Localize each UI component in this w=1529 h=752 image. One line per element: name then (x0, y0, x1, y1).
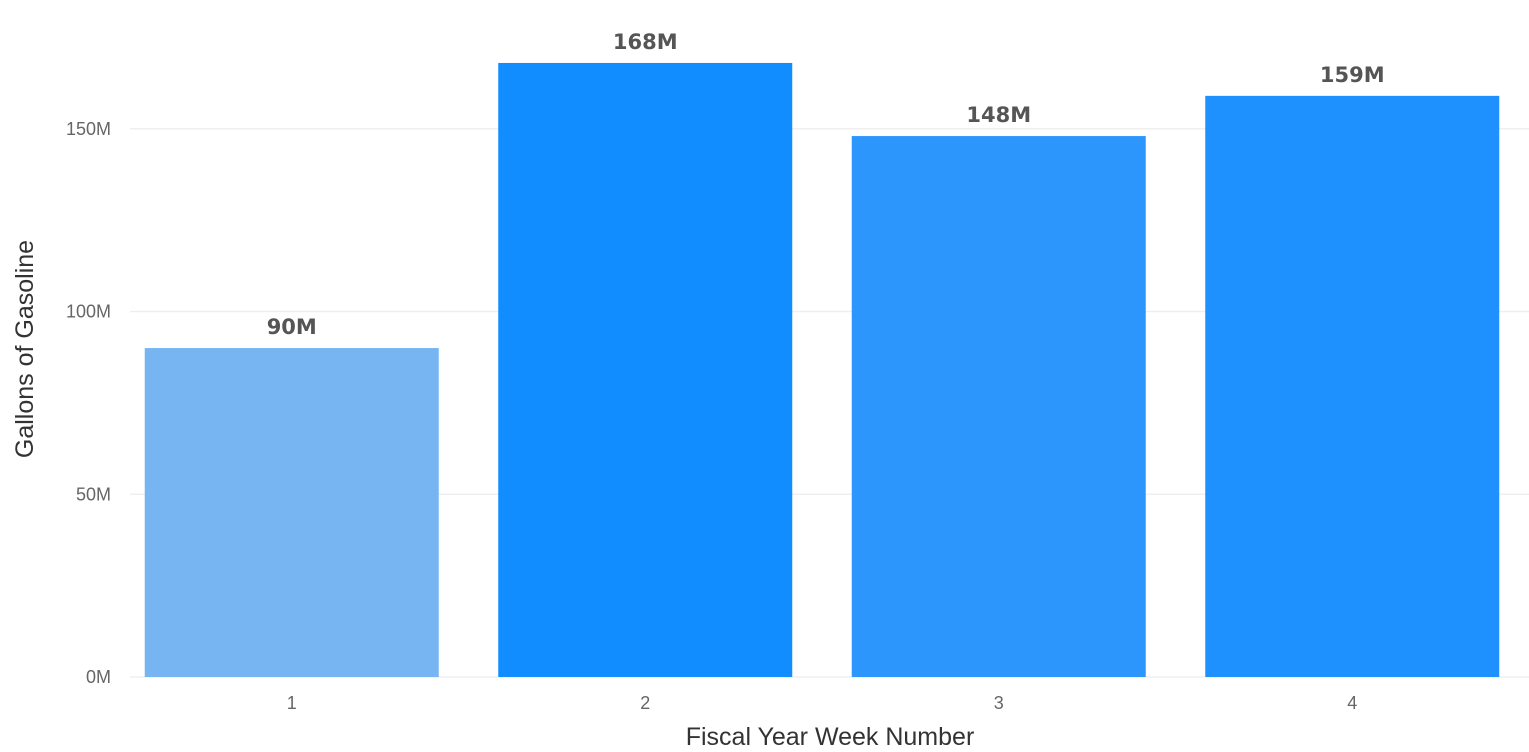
bar-week-4[interactable] (1205, 95, 1500, 678)
y-tick-label: 0M (86, 667, 111, 687)
y-axis-title: Gallons of Gasoline (11, 240, 39, 458)
x-axis-ticks: 1 2 3 4 (287, 693, 1358, 713)
y-tick-label: 100M (66, 302, 111, 322)
data-labels: 90M 168M 148M 159M (267, 30, 1385, 339)
bar-week-2[interactable] (498, 62, 793, 677)
data-label: 168M (613, 30, 678, 54)
data-label: 159M (1320, 63, 1385, 87)
bar-week-1[interactable] (144, 348, 439, 677)
x-tick-label: 1 (287, 693, 297, 713)
x-axis-title: Fiscal Year Week Number (686, 723, 975, 751)
y-tick-label: 50M (76, 484, 111, 504)
x-tick-label: 4 (1347, 693, 1357, 713)
data-label: 90M (267, 315, 317, 339)
y-axis-ticks: 0M 50M 100M 150M (66, 119, 111, 687)
bar-week-3[interactable] (851, 136, 1146, 677)
data-label: 148M (966, 103, 1031, 127)
x-tick-label: 3 (994, 693, 1004, 713)
bars (144, 62, 1500, 678)
y-tick-label: 150M (66, 119, 111, 139)
x-tick-label: 2 (640, 693, 650, 713)
